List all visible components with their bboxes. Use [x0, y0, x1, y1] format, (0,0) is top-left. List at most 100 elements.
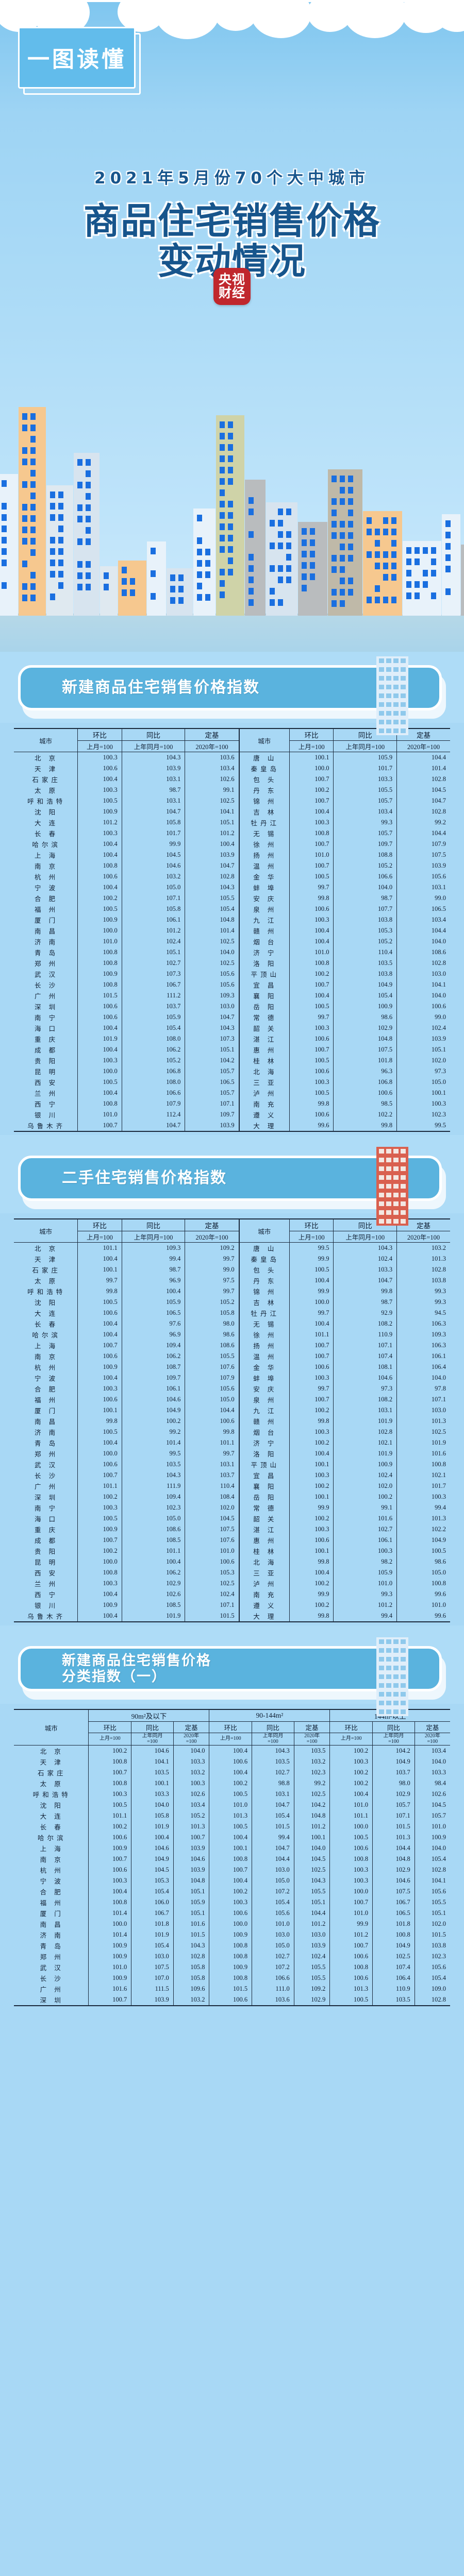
window-shape [86, 504, 91, 511]
window-shape [22, 425, 27, 431]
cell-city-right: 大 理 [238, 1611, 290, 1622]
cell-fixed-left: 103.7 [185, 1470, 239, 1481]
cell-value: 105.0 [252, 1940, 294, 1951]
cell-city-left: 南 昌 [35, 928, 59, 935]
cell-mom-left: 100.9 [77, 1600, 122, 1611]
cell-city-left: 南 宁 [35, 1014, 59, 1022]
window-shape [197, 594, 202, 601]
cell-fixed-left: 104.3 [185, 1023, 239, 1033]
cell-yoy-left: 99.2 [121, 1427, 185, 1437]
cell-city-left: 沈 阳 [35, 1299, 59, 1307]
cell-mom-left: 100.8 [77, 979, 122, 990]
window-shape [286, 543, 291, 549]
cell-value: 107.4 [372, 1962, 415, 1973]
window-shape [386, 685, 391, 689]
cell-value: 100.3 [329, 1875, 373, 1886]
window-shape [445, 543, 451, 550]
cell-city-left: 广 州 [35, 1483, 59, 1490]
cell-value: 100.8 [209, 1951, 252, 1962]
cell-fixed-right: 98.6 [396, 1556, 450, 1567]
cell-mom-left: 100.9 [77, 1524, 122, 1535]
table-3-head: 城市 90m²及以下 90-144m² 144m²以上 环比 同比 定基 环比 同比 定基 环比 同比… [14, 1709, 450, 1745]
cell-fixed-left: 103.9 [185, 850, 239, 860]
cell-fixed-right: 99.0 [396, 893, 450, 904]
cell-city-right: 唐 山 [238, 1242, 290, 1253]
window-shape [401, 1692, 406, 1697]
cell-city-right: 蚌 埠 [238, 1372, 290, 1383]
cell-value: 104.3 [173, 1940, 209, 1951]
window-shape [86, 527, 91, 534]
cell-city-right: 遵 义 [238, 1109, 290, 1120]
cell-fixed-right: 103.0 [396, 1405, 450, 1416]
building-shape [147, 541, 166, 616]
cell-fixed-right: 103.4 [396, 914, 450, 925]
window-shape [197, 549, 202, 555]
window-shape [393, 658, 399, 663]
cell-city-left: 杭 州 [35, 874, 59, 881]
cell-value: 100.6 [329, 1973, 373, 1984]
cell-city-right: 泸 州 [238, 1088, 290, 1098]
cell-city: 天 津 [40, 1759, 64, 1766]
window-shape [248, 588, 254, 595]
window-shape [386, 1166, 391, 1171]
window-shape [50, 503, 55, 510]
cell-yoy-right: 108.2 [333, 1318, 397, 1329]
window-shape [379, 1701, 384, 1705]
cell-mom-left: 100.3 [77, 1383, 122, 1394]
cell-city-left: 银 川 [35, 1602, 59, 1609]
cell-value: 103.9 [293, 1940, 330, 1951]
cell-city: 长 沙 [40, 1975, 64, 1982]
cell-yoy-left: 106.6 [121, 1088, 185, 1098]
cell-value: 104.4 [372, 1843, 415, 1854]
cell-fixed-left: 103.6 [185, 752, 239, 763]
window-shape [393, 1219, 399, 1224]
cell-city-left: 天 津 [35, 1256, 59, 1263]
table-3-body: 北 京 100.2 104.6 104.0 100.4 104.3 103.5 100.2 10… [14, 1745, 450, 2006]
window-shape [393, 702, 399, 707]
table-row: 兰 州 100.4 106.6 105.7 泸 州 100.5 100.6 100.1 [14, 1088, 450, 1098]
cell-mom-right: 100.2 [289, 1437, 334, 1448]
window-shape [220, 478, 225, 485]
cell-mom-right: 100.5 [289, 1088, 334, 1098]
cell-mom-right: 100.6 [289, 1033, 334, 1044]
cell-city-left: 青 岛 [35, 1440, 59, 1447]
cell-city: 深 圳 [40, 1997, 64, 2004]
window-shape [386, 667, 391, 672]
cell-mom-right: 100.7 [289, 1351, 334, 1362]
table-row: 石家庄 100.4 103.1 102.6 包 头 100.7 103.3 102.8 [14, 774, 450, 785]
cell-value: 100.3 [88, 1789, 131, 1800]
cell-value: 102.9 [293, 1994, 330, 2006]
th-mom-base-right: 上月=100 [289, 740, 334, 752]
cell-fixed-right: 101.6 [396, 1448, 450, 1459]
cell-value: 103.0 [252, 1929, 294, 1940]
window-shape [401, 711, 406, 716]
cell-value: 101.2 [329, 1929, 373, 1940]
cell-mom-right: 100.1 [289, 1546, 334, 1556]
window-shape [401, 1149, 406, 1154]
cell-value: 105.1 [173, 1908, 209, 1919]
cell-fixed-right: 107.1 [396, 1394, 450, 1405]
cell-value: 101.5 [372, 1821, 415, 1832]
cell-yoy-left: 96.9 [121, 1275, 185, 1286]
cell-value: 102.7 [252, 1767, 294, 1778]
cell-city-left: 合 肥 [35, 1386, 59, 1393]
window-shape [2, 514, 7, 521]
cell-fixed-right: 94.5 [396, 1308, 450, 1318]
table-row: 西 宁 100.8 107.9 107.1 南 充 99.8 98.5 100.3 [14, 1098, 450, 1109]
cell-yoy-right: 101.2 [333, 1600, 397, 1611]
cell-city-right: 赣 州 [238, 925, 290, 936]
table-row: 太 原 100.8 100.1 100.3 100.2 98.8 99.2 100.2 98.0… [14, 1778, 450, 1789]
th-yoy-base-left: 上年同月=100 [121, 740, 185, 752]
cell-city-left: 深 圳 [35, 1494, 59, 1501]
cell-value: 100.3 [209, 1897, 252, 1908]
window-shape [445, 566, 451, 572]
cell-mom-right: 100.3 [289, 817, 334, 828]
section-1: 新建商品住宅销售价格指数 [0, 652, 464, 735]
cell-fixed-left: 105.7 [185, 1088, 239, 1098]
cell-fixed-right: 100.8 [396, 1578, 450, 1589]
window-shape [58, 514, 63, 521]
window-shape [228, 421, 233, 428]
window-shape [278, 509, 283, 515]
window-shape [386, 1666, 391, 1670]
cell-city-right: 安 庆 [238, 893, 290, 904]
